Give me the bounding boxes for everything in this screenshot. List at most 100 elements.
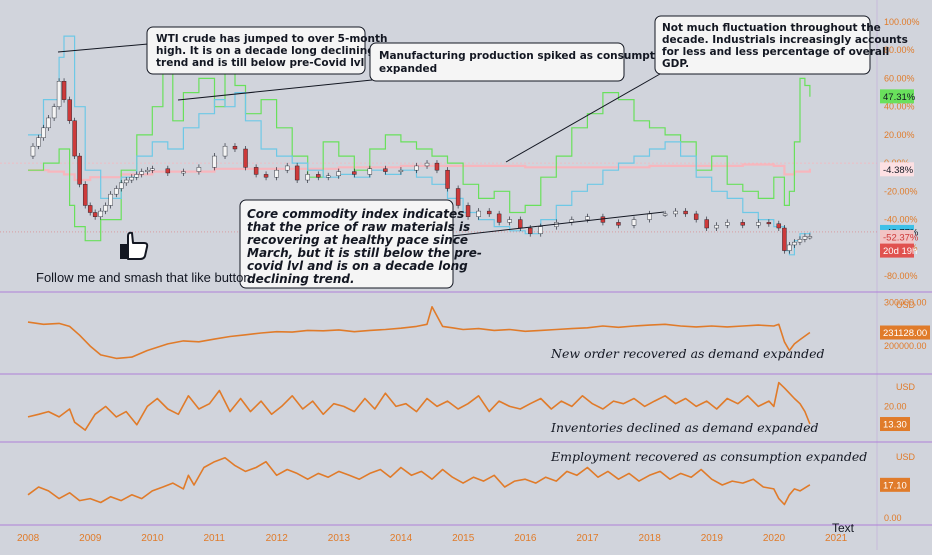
candle[interactable] xyxy=(243,148,248,168)
candle[interactable] xyxy=(41,127,46,138)
green-step-series[interactable] xyxy=(28,70,811,242)
candle[interactable] xyxy=(61,81,67,100)
candle[interactable] xyxy=(134,174,139,178)
candle[interactable] xyxy=(496,213,502,223)
candle[interactable] xyxy=(129,177,134,181)
candle[interactable] xyxy=(585,216,590,220)
new-order-line[interactable] xyxy=(27,306,811,360)
candle[interactable] xyxy=(518,219,523,229)
candle[interactable] xyxy=(455,188,461,206)
candle[interactable] xyxy=(67,99,72,121)
time-axis[interactable]: 2008 2009 2010 2011 2012 2013 2014 2015 2016 2017… xyxy=(17,533,848,544)
candle[interactable] xyxy=(476,210,481,217)
candle[interactable] xyxy=(284,165,290,171)
candle[interactable] xyxy=(352,171,357,175)
candle[interactable] xyxy=(538,226,543,234)
candle[interactable] xyxy=(212,155,217,168)
candle-series[interactable] xyxy=(30,78,813,254)
candle[interactable] xyxy=(232,145,238,150)
employment-pane[interactable] xyxy=(27,457,811,506)
employment-line[interactable] xyxy=(27,457,811,506)
candle[interactable] xyxy=(693,213,699,220)
candle[interactable] xyxy=(56,81,62,107)
commodity-callout[interactable]: Core commodity index indicates that the … xyxy=(239,199,665,289)
candle[interactable] xyxy=(787,244,792,251)
candle[interactable] xyxy=(119,182,124,189)
candle[interactable] xyxy=(414,165,419,171)
candle[interactable] xyxy=(398,169,404,172)
candle[interactable] xyxy=(673,210,678,215)
candle[interactable] xyxy=(802,236,808,240)
candle[interactable] xyxy=(756,222,761,226)
candle[interactable] xyxy=(792,241,797,246)
candle[interactable] xyxy=(77,155,82,185)
candle[interactable] xyxy=(305,174,310,181)
candle[interactable] xyxy=(124,179,129,184)
candle[interactable] xyxy=(36,137,41,147)
candle[interactable] xyxy=(424,162,430,167)
candle[interactable] xyxy=(92,212,98,217)
candle[interactable] xyxy=(740,222,745,226)
inventories-pane[interactable] xyxy=(27,381,811,431)
candle[interactable] xyxy=(486,210,492,215)
candle[interactable] xyxy=(274,169,279,178)
candle[interactable] xyxy=(165,168,171,174)
candle[interactable] xyxy=(253,167,259,175)
candle[interactable] xyxy=(725,222,730,226)
candle[interactable] xyxy=(465,205,471,217)
candle[interactable] xyxy=(807,236,813,239)
candle[interactable] xyxy=(98,210,103,217)
wti-callout[interactable]: WTI crude has jumped to over 5-month hig… xyxy=(57,26,387,75)
candle[interactable] xyxy=(316,174,321,178)
candle[interactable] xyxy=(434,162,440,171)
candle[interactable] xyxy=(294,165,300,181)
candle[interactable] xyxy=(82,184,88,206)
candle[interactable] xyxy=(647,213,652,220)
main-pane[interactable] xyxy=(28,35,813,256)
fluctuation-callout-line-3: for less and less percentage of overall xyxy=(662,46,889,58)
candle[interactable] xyxy=(181,171,186,174)
candle[interactable] xyxy=(367,168,373,175)
candle[interactable] xyxy=(103,205,108,212)
candle[interactable] xyxy=(797,239,803,243)
new-order-pane[interactable] xyxy=(27,306,811,360)
candle[interactable] xyxy=(326,175,331,178)
candle[interactable] xyxy=(662,213,668,216)
candle[interactable] xyxy=(72,120,77,157)
time-tick: 2008 xyxy=(17,533,40,544)
candle[interactable] xyxy=(445,169,450,189)
candle[interactable] xyxy=(631,219,637,226)
candle[interactable] xyxy=(222,145,228,157)
candle[interactable] xyxy=(776,223,782,229)
candle[interactable] xyxy=(30,145,36,157)
candle[interactable] xyxy=(383,168,388,172)
candle[interactable] xyxy=(150,168,155,171)
inventories-line[interactable] xyxy=(27,381,811,431)
candle[interactable] xyxy=(139,171,144,175)
pane-y-tick: 200000.00 xyxy=(884,341,927,351)
candle[interactable] xyxy=(683,210,688,215)
candle[interactable] xyxy=(108,193,113,206)
candle[interactable] xyxy=(528,227,533,234)
candle[interactable] xyxy=(114,188,119,195)
candle[interactable] xyxy=(616,222,621,226)
candle[interactable] xyxy=(336,171,341,177)
candle[interactable] xyxy=(196,167,202,172)
candle[interactable] xyxy=(263,174,269,178)
candle[interactable] xyxy=(714,224,719,229)
blue-step-series[interactable] xyxy=(28,35,811,256)
candle[interactable] xyxy=(507,219,512,223)
candle[interactable] xyxy=(704,219,709,229)
candle[interactable] xyxy=(766,222,772,225)
candle[interactable] xyxy=(51,106,57,119)
candle[interactable] xyxy=(145,169,150,172)
candle[interactable] xyxy=(782,227,787,251)
time-tick: 2013 xyxy=(328,533,351,544)
candle[interactable] xyxy=(46,117,51,129)
candle[interactable] xyxy=(87,205,93,213)
manufacturing-callout[interactable]: Manufacturing production spiked as consu… xyxy=(177,42,673,101)
price-axis-panes[interactable]: 300000.00 200000.00 USD 231128.00 20.00 USD 13… xyxy=(880,297,930,523)
fluctuation-callout[interactable]: Not much fluctuation throughout the deca… xyxy=(505,15,908,163)
